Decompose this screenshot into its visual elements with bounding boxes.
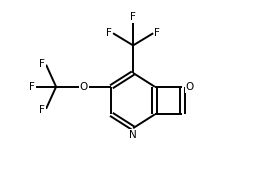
Text: F: F: [39, 105, 45, 115]
Text: F: F: [106, 28, 112, 38]
Text: O: O: [186, 82, 194, 92]
Text: F: F: [154, 28, 160, 38]
Text: F: F: [29, 82, 35, 92]
Text: F: F: [39, 59, 45, 69]
Text: N: N: [129, 130, 137, 140]
Text: F: F: [130, 12, 136, 22]
Text: O: O: [80, 82, 88, 92]
